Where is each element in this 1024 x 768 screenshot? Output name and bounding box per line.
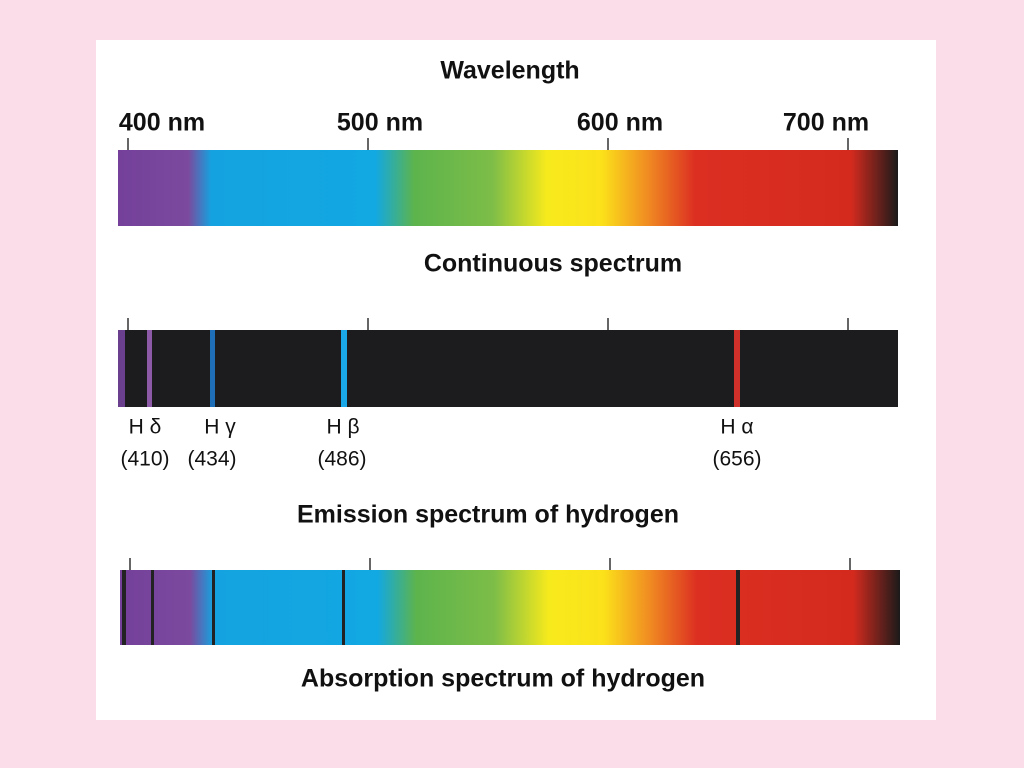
continuous-spectrum (118, 150, 898, 226)
line-symbol: H β (326, 416, 359, 439)
line-symbol: H δ (129, 416, 162, 439)
emission-spectrum (118, 330, 898, 407)
caption: Continuous spectrum (424, 250, 682, 278)
caption: Emission spectrum of hydrogen (297, 501, 679, 529)
line-symbol: H γ (204, 416, 236, 439)
title: Wavelength (440, 57, 579, 85)
axis-label: 700 nm (783, 109, 869, 137)
line-wavelength: (434) (187, 448, 236, 471)
line-wavelength: (656) (712, 448, 761, 471)
line-wavelength: (486) (317, 448, 366, 471)
axis-label: 500 nm (337, 109, 423, 137)
line-symbol: H α (720, 416, 753, 439)
line-wavelength: (410) (120, 448, 169, 471)
absorption-spectrum (120, 570, 900, 645)
caption: Absorption spectrum of hydrogen (301, 665, 705, 693)
axis-label: 400 nm (119, 109, 205, 137)
axis-label: 600 nm (577, 109, 663, 137)
ticks (127, 138, 851, 570)
